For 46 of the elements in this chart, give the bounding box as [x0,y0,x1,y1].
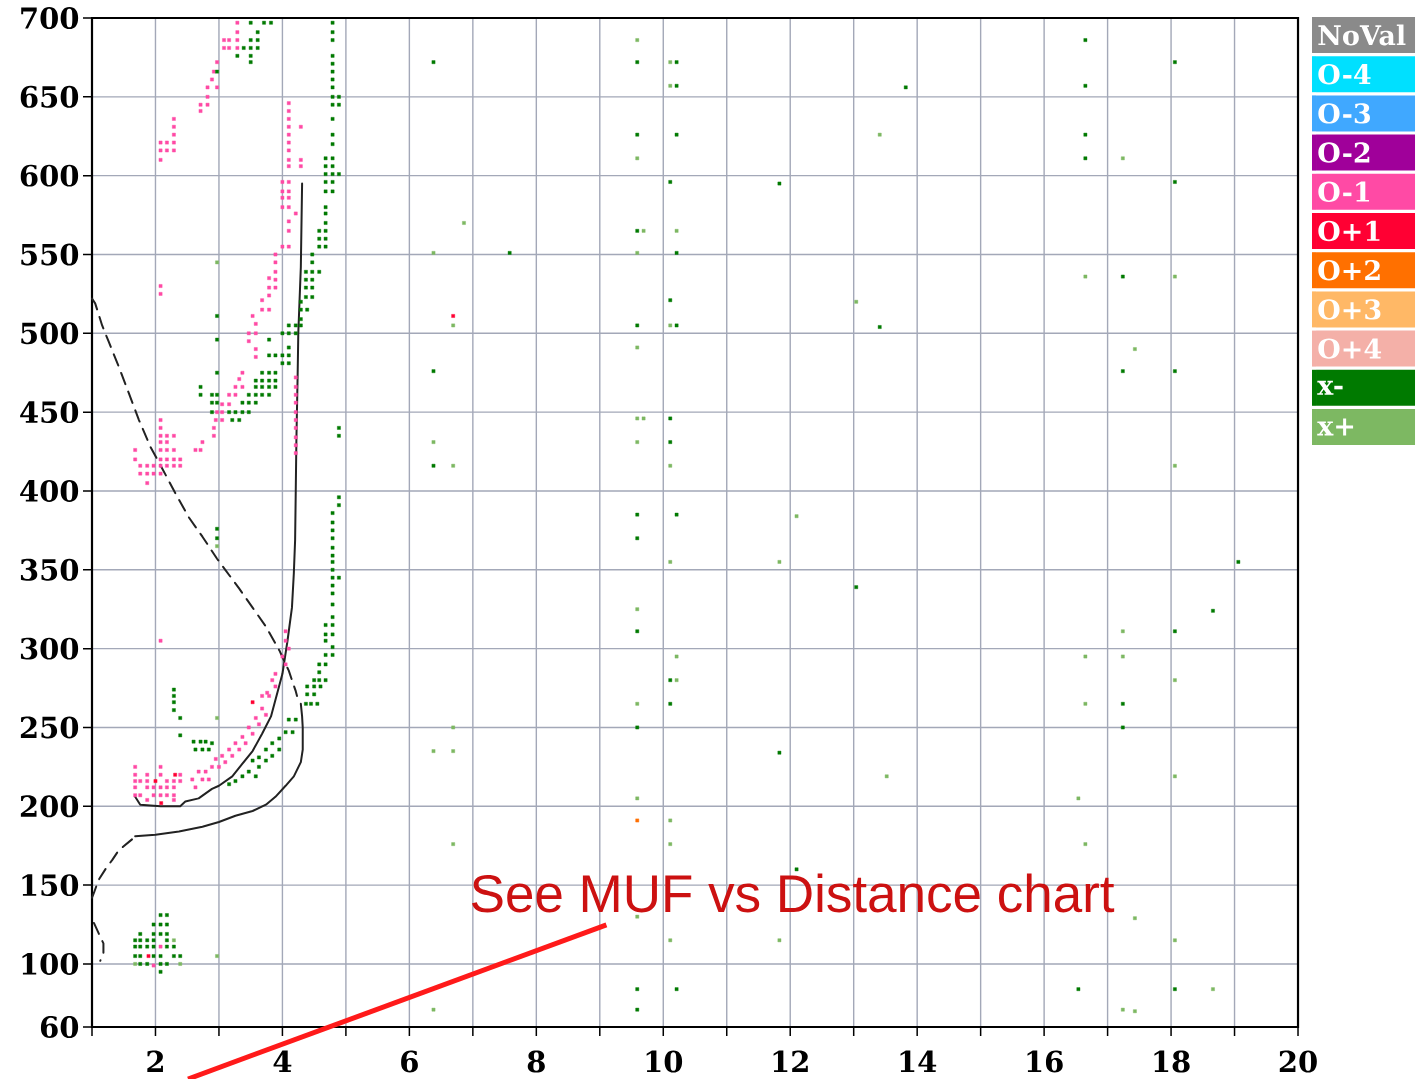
point [250,700,255,705]
point [146,954,151,958]
y-tick-label: 650 [20,85,79,108]
x-tick-label: 16 [1027,1050,1063,1073]
y-tick-label: 200 [20,795,79,818]
y-tick-label: 150 [22,874,79,897]
y-tick-label: 100 [22,952,79,975]
legend-label: x- [1317,380,1343,395]
point [173,772,177,777]
y-tick-label: 60 [40,1016,79,1038]
line-series [134,702,304,838]
legend-label: O-2 [1318,142,1370,163]
annotation: See MUF vs Distance chart [472,873,1115,913]
point [451,314,455,318]
y-tick-label: 700 [21,7,79,29]
x-tick-label: 2 [147,1050,163,1073]
legend-label: O-3 [1318,103,1370,124]
point [159,801,163,805]
legend-label: x+ [1317,418,1354,436]
x-tick-label: 4 [273,1050,292,1073]
legend-label: NoVal [1318,24,1406,46]
x-tick-label: 14 [900,1050,937,1073]
x-tick-label: 6 [401,1050,418,1073]
y-tick-label: 600 [20,164,79,187]
x-tick-label: 12 [773,1050,808,1073]
line-series [91,838,133,899]
point [153,779,158,783]
legend-label: O-1 [1318,181,1370,202]
legend-label: O+3 [1318,299,1381,320]
legend-label: O+1 [1318,220,1380,242]
y-tick-label: 300 [20,637,79,660]
legend-label: O+4 [1318,338,1382,359]
legend-label: O-4 [1318,63,1371,85]
y-tick-label: 350 [20,558,79,581]
x-tick-label: 8 [527,1050,545,1073]
y-tick-label: 250 [20,716,79,739]
y-tick-label: 500 [21,322,79,345]
line-series [92,921,105,962]
point [635,818,640,823]
y-tick-label: 550 [21,243,79,266]
y-tick-label: 450 [20,401,79,424]
x-tick-label: 20 [1279,1050,1317,1073]
y-tick-label: 400 [20,480,79,502]
legend-label: O+2 [1318,259,1380,281]
x-tick-label: 10 [646,1050,683,1073]
x-tick-label: 18 [1154,1050,1190,1073]
